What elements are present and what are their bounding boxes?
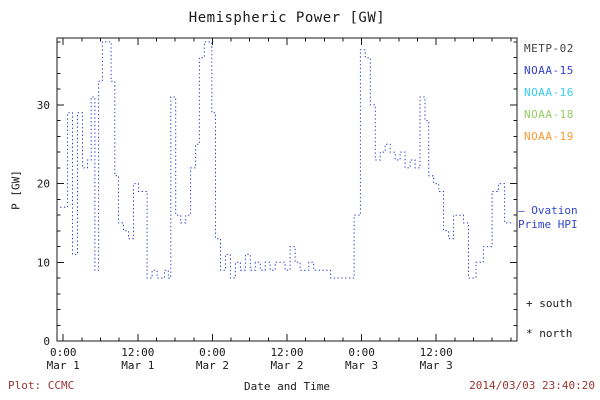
x-tick-label-time: 0:00 xyxy=(199,346,226,359)
x-tick-label-time: 0:00 xyxy=(348,346,375,359)
x-tick-label-time: 12:00 xyxy=(420,346,453,359)
y-tick-label: 0 xyxy=(43,335,50,348)
chart-title: Hemispheric Power [GW] xyxy=(188,10,386,26)
ovation-legend-line1: – Ovation xyxy=(518,204,578,217)
satellite-legend: METP-02 NOAA-15 NOAA-16 NOAA-18 NOAA-19 xyxy=(524,42,574,152)
ovation-legend: – Ovation Prime HPI xyxy=(518,204,578,232)
legend-marker-north: * north xyxy=(526,327,573,340)
y-tick-label: 20 xyxy=(37,178,50,191)
x-tick-label-date: Mar 3 xyxy=(420,359,453,372)
y-tick-label: 30 xyxy=(37,99,50,112)
legend-marker-south: + south xyxy=(526,297,573,310)
plot-timestamp: 2014/03/03 23:40:20 xyxy=(469,379,595,392)
legend-item-noaa-16: NOAA-16 xyxy=(524,86,574,99)
x-tick-label-date: Mar 2 xyxy=(196,359,229,372)
x-tick-label-date: Mar 2 xyxy=(270,359,303,372)
legend-item-noaa-18: NOAA-18 xyxy=(524,108,574,121)
y-tick-label: 10 xyxy=(37,256,50,269)
x-tick-label-date: Mar 1 xyxy=(121,359,154,372)
legend-item-noaa-15: NOAA-15 xyxy=(524,64,574,77)
x-tick-label-time: 0:00 xyxy=(50,346,77,359)
x-tick-label-time: 12:00 xyxy=(121,346,154,359)
x-tick-label-date: Mar 3 xyxy=(345,359,378,372)
x-axis-label: Date and Time xyxy=(243,380,331,393)
hpi-step-line xyxy=(60,41,514,279)
hemisphere-marker-legend: + south * north xyxy=(526,297,572,357)
legend-item-noaa-19: NOAA-19 xyxy=(524,130,574,143)
legend-item-metp-02: METP-02 xyxy=(524,42,574,55)
x-tick-label-time: 12:00 xyxy=(270,346,303,359)
plot-credit: Plot: CCMC xyxy=(8,379,75,392)
ovation-legend-line2: Prime HPI xyxy=(518,218,578,231)
x-tick-label-date: Mar 1 xyxy=(47,359,80,372)
plot-frame xyxy=(56,37,518,342)
